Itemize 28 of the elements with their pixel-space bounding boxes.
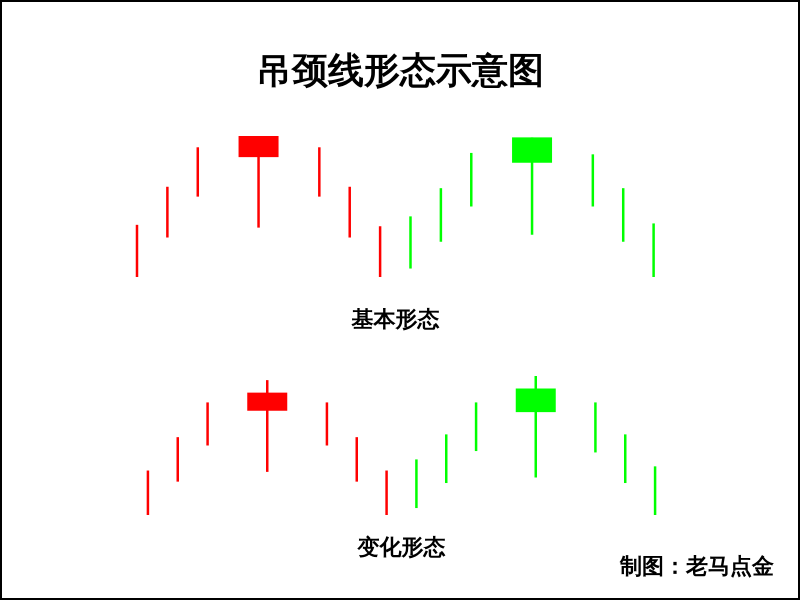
candlestick bbox=[470, 152, 473, 206]
candlestick bbox=[445, 434, 448, 484]
candlestick bbox=[136, 224, 138, 277]
candlestick bbox=[622, 188, 624, 242]
chart-title: 吊颈线形态示意图 bbox=[256, 50, 544, 92]
candlestick bbox=[146, 470, 150, 515]
candlestick bbox=[415, 459, 418, 508]
candlestick bbox=[318, 147, 321, 197]
candlestick bbox=[592, 154, 594, 206]
candlestick bbox=[356, 437, 358, 482]
candlestick bbox=[166, 186, 169, 238]
candlestick bbox=[206, 402, 209, 446]
candlestick bbox=[326, 402, 328, 446]
candlestick bbox=[474, 402, 478, 452]
candlestick bbox=[196, 147, 200, 197]
candlestick bbox=[378, 226, 382, 277]
candlestick bbox=[385, 470, 388, 515]
x-axis-title: 基本形态 bbox=[350, 308, 440, 332]
candlestick bbox=[594, 402, 597, 452]
candlestick bbox=[654, 466, 656, 515]
candlestick bbox=[624, 434, 626, 484]
candlestick bbox=[652, 223, 655, 277]
candlestick bbox=[348, 186, 351, 238]
candlestick bbox=[409, 216, 412, 269]
candlestick bbox=[176, 437, 179, 482]
x-axis-title: 变化形态 bbox=[356, 534, 446, 560]
text: 制图：老马点金 bbox=[619, 554, 774, 580]
candlestick bbox=[440, 188, 442, 242]
